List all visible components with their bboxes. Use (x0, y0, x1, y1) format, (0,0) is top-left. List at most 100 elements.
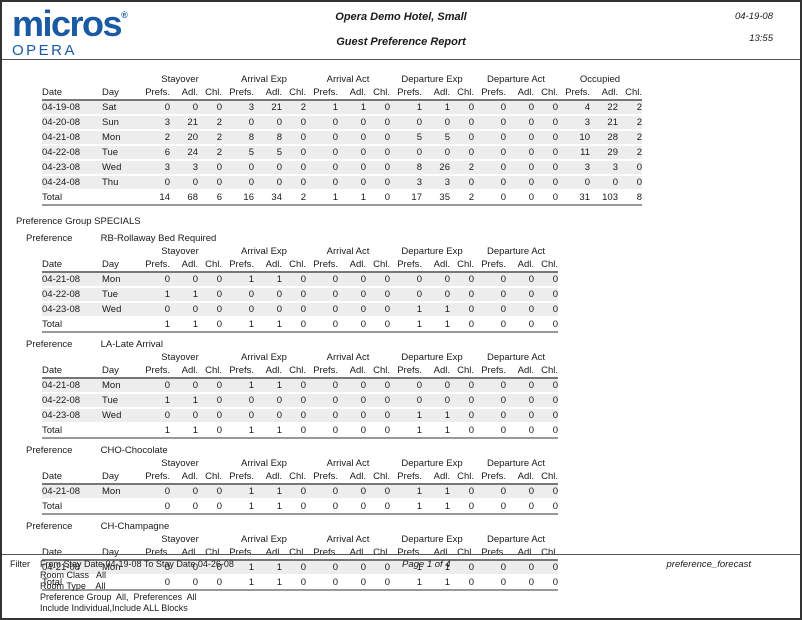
report-time: 13:55 (749, 33, 773, 44)
day-cell: Mon (102, 484, 138, 500)
filter-line: Room Type All (40, 581, 106, 591)
total-value-cell: 0 (506, 422, 534, 439)
value-cell: 0 (138, 378, 170, 394)
total-value-cell: 0 (450, 422, 474, 439)
chl-column-header: Chl. (282, 546, 306, 561)
value-cell: 26 (422, 160, 450, 176)
report-header: micros® OPERA Opera Demo Hotel, Small Gu… (2, 2, 800, 60)
value-cell: 0 (366, 560, 390, 576)
value-cell: 0 (282, 393, 306, 409)
total-value-cell: 1 (422, 422, 450, 439)
value-cell: 0 (306, 484, 338, 500)
total-value-cell: 1 (170, 422, 198, 439)
day-cell: Sun (102, 115, 138, 131)
date-cell: 04-24-08 (42, 175, 102, 191)
value-cell: 2 (618, 115, 642, 131)
total-value-cell: 0 (338, 574, 366, 591)
adl-column-header: Adl. (422, 258, 450, 273)
value-cell: 0 (306, 272, 338, 288)
prefs-column-header: Prefs. (474, 364, 506, 379)
value-cell: 0 (506, 272, 534, 288)
value-cell: 2 (198, 130, 222, 146)
value-cell: 0 (534, 560, 558, 576)
value-cell: 22 (590, 100, 618, 116)
value-cell: 0 (366, 393, 390, 409)
column-group-header: Arrival Act (326, 246, 370, 257)
adl-column-header: Adl. (170, 470, 198, 485)
value-cell: 0 (138, 560, 170, 576)
value-cell: 0 (618, 160, 642, 176)
value-cell: 0 (366, 408, 390, 424)
total-value-cell: 0 (306, 422, 338, 439)
value-cell: 1 (338, 100, 366, 116)
value-cell: 0 (366, 272, 390, 288)
total-value-cell: 1 (338, 189, 366, 206)
adl-column-header: Adl. (506, 546, 534, 561)
total-value-cell: 0 (450, 574, 474, 591)
total-value-cell: 1 (390, 422, 422, 439)
date-column-header: Date (42, 470, 102, 485)
column-group-spacer (42, 533, 138, 546)
value-cell: 3 (390, 175, 422, 191)
value-cell: 0 (534, 484, 558, 500)
value-cell: 0 (618, 175, 642, 191)
day-cell: Thu (102, 175, 138, 191)
value-cell: 1 (254, 560, 282, 576)
logo-opera-text: OPERA (12, 42, 78, 59)
value-cell: 0 (422, 145, 450, 161)
prefs-column-header: Prefs. (474, 546, 506, 561)
total-value-cell: 0 (474, 498, 506, 515)
day-column-header: Day (102, 86, 138, 101)
value-cell: 1 (222, 272, 254, 288)
total-value-cell: 0 (198, 316, 222, 333)
value-cell: 0 (306, 130, 338, 146)
value-cell: 0 (506, 175, 534, 191)
chl-column-header: Chl. (534, 258, 558, 273)
prefs-column-header: Prefs. (222, 470, 254, 485)
value-cell: 5 (254, 145, 282, 161)
value-cell: 0 (306, 560, 338, 576)
preference-section-rb: Preference RB-Rollaway Bed Required Stay… (2, 233, 800, 333)
adl-column-header: Adl. (170, 546, 198, 561)
value-cell: 0 (474, 378, 506, 394)
day-cell: Tue (102, 287, 138, 303)
total-value-cell: 1 (170, 316, 198, 333)
date-column-header: Date (42, 86, 102, 101)
value-cell: 1 (170, 287, 198, 303)
day-cell: Wed (102, 408, 138, 424)
total-value-cell: 2 (282, 189, 306, 206)
value-cell: 0 (506, 560, 534, 576)
value-cell: 1 (222, 560, 254, 576)
column-group-header: Arrival Exp (241, 74, 287, 85)
column-group-header: Departure Act (486, 74, 546, 85)
total-row: Total 1 1 0 1 1 0 0 0 0 1 1 0 0 0 0 (42, 316, 558, 333)
total-value-cell: 1 (254, 422, 282, 439)
day-cell: Wed (102, 302, 138, 318)
value-cell: 0 (282, 408, 306, 424)
column-group-header: Departure Act (486, 246, 546, 257)
prefs-column-header: Prefs. (306, 86, 338, 101)
date-cell: 04-21-08 (42, 130, 102, 146)
total-label: Total (42, 316, 138, 333)
preference-name: CHO-Chocolate (100, 445, 168, 456)
total-value-cell: 0 (506, 574, 534, 591)
total-row: Total 14 68 6 16 34 2 1 1 0 17 35 2 0 0 0 31 103 8 (42, 189, 642, 206)
value-cell: 0 (170, 175, 198, 191)
total-value-cell: 1 (254, 498, 282, 515)
value-cell: 0 (138, 272, 170, 288)
value-cell: 1 (422, 560, 450, 576)
chl-column-header: Chl. (618, 86, 642, 101)
value-cell: 0 (282, 160, 306, 176)
filter-line: Room Class All (40, 570, 107, 580)
table-row: 04-21-08 Mon 0 0 0 1 1 0 0 0 0 1 1 0 0 0 0 (42, 560, 558, 576)
value-cell: 0 (198, 560, 222, 576)
value-cell: 0 (170, 100, 198, 116)
value-cell: 0 (366, 130, 390, 146)
table-row: 04-21-08 Mon 0 0 0 1 1 0 0 0 0 0 0 0 0 0 0 (42, 272, 558, 288)
value-cell: 0 (222, 287, 254, 303)
date-cell: 04-22-08 (42, 393, 102, 409)
value-cell: 0 (198, 484, 222, 500)
preference-group-heading: Preference Group SPECIALS (16, 216, 800, 227)
total-value-cell: 1 (138, 422, 170, 439)
value-cell: 28 (590, 130, 618, 146)
